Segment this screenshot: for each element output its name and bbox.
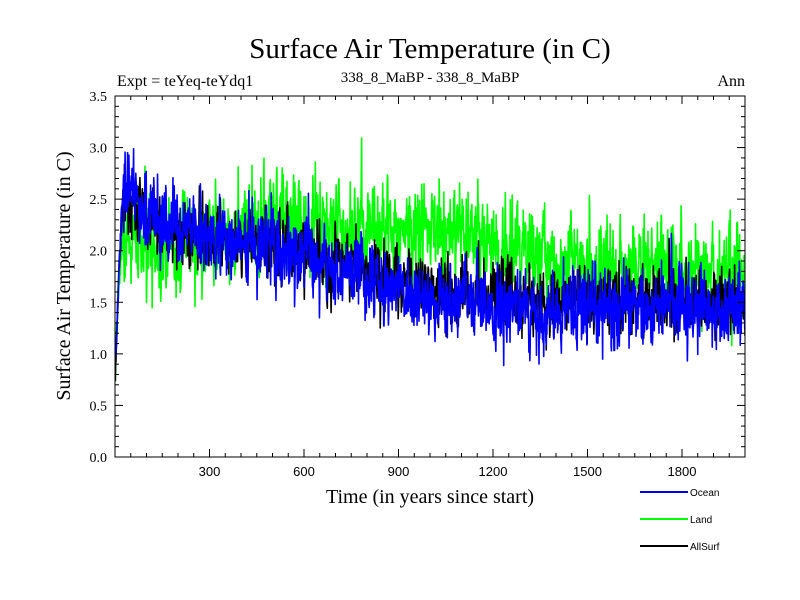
series-line-ocean bbox=[115, 147, 745, 367]
x-tick-label: 1200 bbox=[479, 464, 508, 479]
y-tick-label: 2.5 bbox=[90, 193, 108, 208]
y-tick-label: 3.5 bbox=[90, 90, 108, 105]
y-tick-label: 3.0 bbox=[90, 142, 108, 157]
y-tick-label: 1.0 bbox=[90, 348, 108, 363]
x-tick-label: 1800 bbox=[668, 464, 697, 479]
x-axis-label: Time (in years since start) bbox=[326, 486, 534, 508]
legend-label-land: Land bbox=[690, 515, 712, 526]
y-tick-label: 2.0 bbox=[90, 245, 108, 260]
legend-label-ocean: Ocean bbox=[690, 488, 719, 499]
x-tick-label: 900 bbox=[388, 464, 410, 479]
y-axis-label: Surface Air Temperature (in C) bbox=[53, 151, 75, 400]
subtitle-right: Ann bbox=[717, 73, 745, 90]
legend: Ocean Land AllSurf bbox=[640, 488, 720, 553]
x-tick-label: 1500 bbox=[573, 464, 602, 479]
subtitle-left: Expt = teYeq-teYdq1 bbox=[117, 73, 253, 90]
x-tick-label: 300 bbox=[199, 464, 221, 479]
x-tick-label: 600 bbox=[293, 464, 315, 479]
y-tick-label: 0.0 bbox=[90, 451, 108, 466]
subtitle-center: 338_8_MaBP - 338_8_MaBP bbox=[341, 70, 520, 86]
series-layer bbox=[115, 137, 745, 382]
chart-title: Surface Air Temperature (in C) bbox=[249, 33, 610, 65]
ticks-layer: 300 600 900 1200 1500 1800 0.0 0.5 1.0 1.5 2.0 2.5 3… bbox=[90, 90, 745, 479]
y-tick-label: 0.5 bbox=[90, 399, 108, 414]
legend-label-allsurf: AllSurf bbox=[690, 542, 720, 553]
y-tick-label: 1.5 bbox=[90, 296, 108, 311]
